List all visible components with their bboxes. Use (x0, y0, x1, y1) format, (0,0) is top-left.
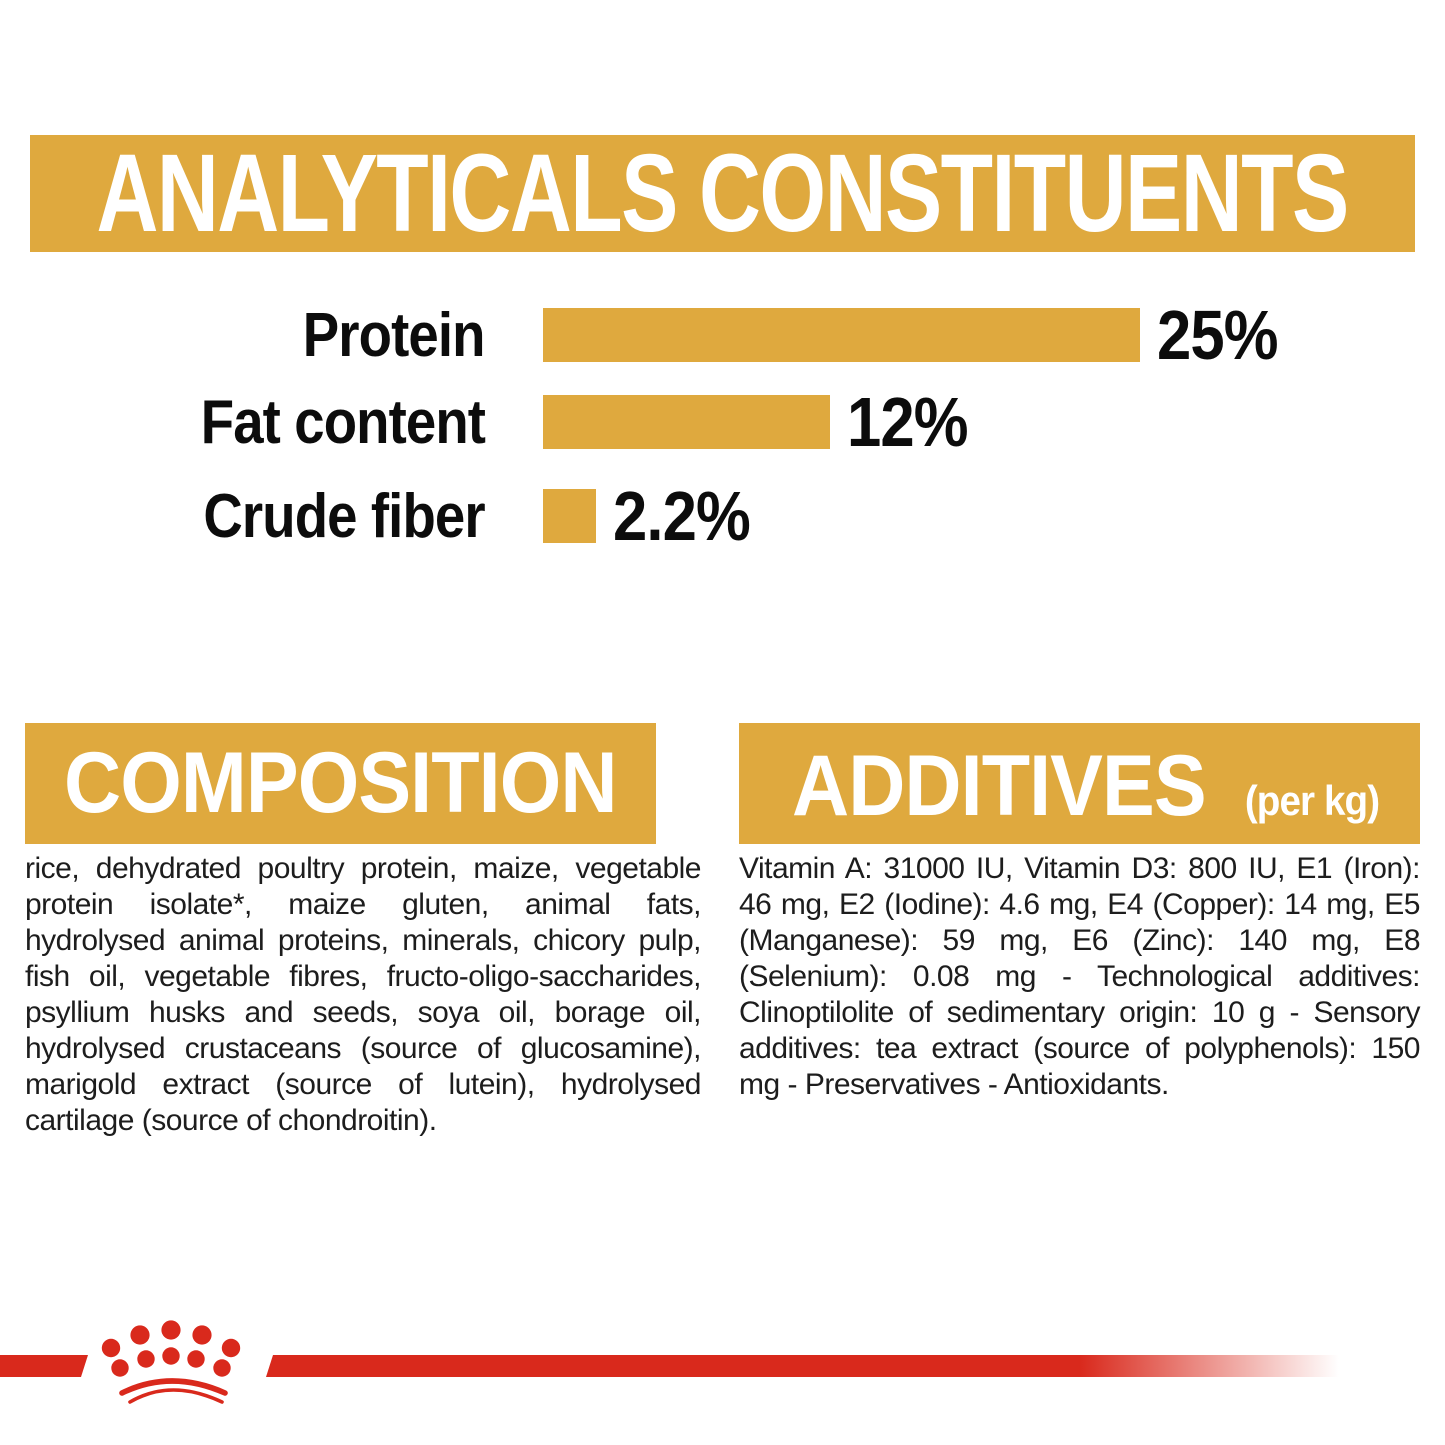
bar-value-crude-fiber-text: 2.2% (613, 477, 751, 555)
bar-row-crude-fiber: Crude fiber 2.2% (0, 477, 769, 555)
bar-label-fat-content: Fat content (0, 387, 486, 458)
bar-label-protein: Protein (0, 300, 486, 371)
additives-body: Vitamin A: 31000 IU, Vitamin D3: 800 IU,… (739, 852, 1421, 1101)
bar-value-protein-text: 25% (1157, 296, 1279, 374)
bar-value-protein: 25% (1157, 295, 1294, 375)
composition-banner: COMPOSITION (25, 723, 656, 844)
bar-row-fat-content: Fat content 12% (0, 383, 984, 461)
composition-title: COMPOSITION (64, 735, 617, 831)
bar-row-protein: Protein 25% (0, 296, 1294, 374)
additives-title: ADDITIVES (791, 738, 1207, 834)
bar-protein (543, 308, 1140, 362)
bar-value-fat-content-text: 12% (847, 383, 969, 461)
royal-canin-crown-icon (101, 1320, 241, 1404)
analyticals-banner: ANALYTICALS CONSTITUENTS (30, 132, 1415, 255)
analyticals-title: ANALYTICALS CONSTITUENTS (96, 132, 1350, 255)
composition-body: rice, dehydrated poultry protein, maize,… (25, 852, 702, 1137)
additives-title-suffix: (per kg) (1245, 777, 1380, 824)
bar-value-fat-content: 12% (847, 382, 984, 462)
bar-label-crude-fiber: Crude fiber (0, 481, 486, 552)
bar-value-crude-fiber: 2.2% (613, 476, 769, 556)
additives-banner: ADDITIVES (per kg) (739, 723, 1420, 844)
red-rule-left (0, 1355, 88, 1377)
bar-label-fat-content-text: Fat content (200, 387, 486, 457)
bar-fat-content (543, 395, 830, 449)
bar-label-protein-text: Protein (303, 300, 486, 370)
bar-label-crude-fiber-text: Crude fiber (203, 481, 486, 551)
red-rule-right (266, 1355, 1445, 1377)
bar-crude-fiber (543, 489, 596, 543)
